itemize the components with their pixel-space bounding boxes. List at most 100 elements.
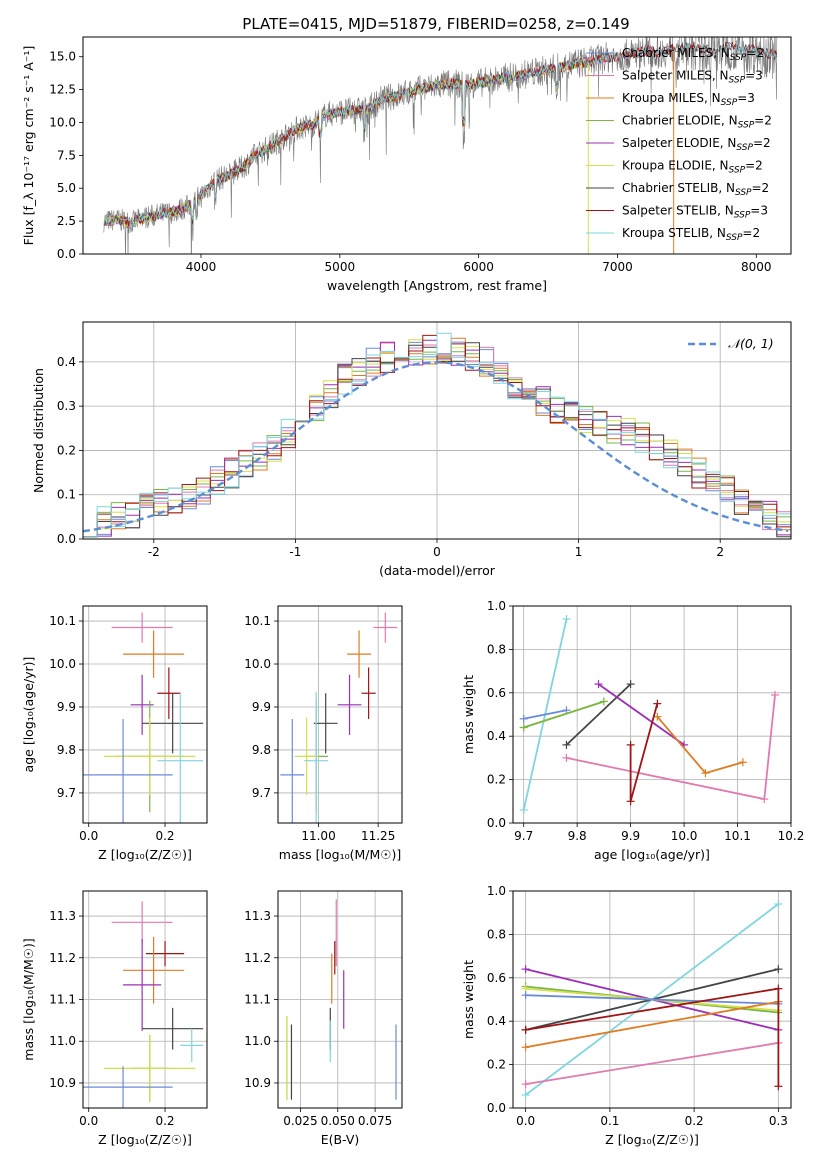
weight-line-salpeter-miles [566,694,776,801]
y-tick-label: 0.4 [487,1014,506,1028]
y-axis-label: age [log₁₀(age/yr)] [21,657,36,773]
axes-frame [512,605,792,824]
x-tick-label: 7000 [602,260,633,274]
errorbar-point [280,719,305,823]
model-spectrum-kroupa-miles [103,45,673,228]
weight-marker [562,740,571,749]
y-tick-label: 10.0 [49,115,76,129]
x-tick-label: 10.0 [671,829,698,843]
legend-entry: Kroupa STELIB, NSSP=2 [622,226,760,243]
weight-marker [738,758,747,767]
x-tick-label: 0 [433,545,441,559]
weight-marker [562,615,571,624]
weight-marker [760,795,769,804]
y-tick-label: 9.7 [252,786,271,800]
weight-marker [701,769,710,778]
x-axis-label: (data-model)/error [379,563,496,578]
weight-marker [519,723,528,732]
x-tick-label: 10.1 [724,829,751,843]
x-tick-label: 5000 [325,260,356,274]
plot-area [103,37,778,254]
y-tick-label: 9.8 [252,743,271,757]
y-tick-label: 11.1 [49,993,76,1007]
legend-entry: Salpeter STELIB, NSSP=3 [622,204,768,221]
errorbar-point [83,719,173,823]
weight-line-kroupa-miles [525,1000,779,1049]
errorbar-point [103,717,196,796]
x-tick-label: -2 [148,545,160,559]
errorbar-point [111,612,173,643]
axes-frame [277,605,403,824]
weight-marker [594,680,603,689]
errorbar-point [361,667,376,720]
weight-marker [626,740,635,749]
legend-entry: Chabrier STELIB, NSSP=2 [622,181,769,198]
axes-frame-group: 0.0 0.2 9.7 9.8 9.9 10.0 10.1 Z [log₁₀(Z/Z☉)] ag… [21,605,208,862]
y-tick-label: 0.4 [487,729,506,743]
weight-marker [521,1043,530,1052]
y-tick-label: 10.0 [49,657,76,671]
mass-vs-ebv-panel: 0.025 0.050 0.075 10.9 11.0 11.1 11.2 11.3 E(B-V… [244,890,403,1147]
x-tick-label: 2 [716,545,724,559]
weight-marker [774,984,783,993]
x-axis-label: Z [log₁₀(Z/Z☉)] [98,1132,192,1147]
x-axis-label: E(B-V) [321,1132,360,1147]
weight-marker [774,965,783,974]
errorbar-point [142,1007,204,1050]
axes-frame [82,605,208,824]
axes-frame-group: 0.025 0.050 0.075 10.9 11.0 11.1 11.2 11.3 E(B-V… [244,890,403,1147]
weight-marker [521,1025,530,1034]
weight-marker [774,900,783,909]
x-tick-label: 0.075 [358,1114,392,1128]
figure-title: PLATE=0415, MJD=51879, FIBERID=0258, z=0… [242,15,629,33]
weight-marker [653,712,662,721]
errorbar-point [180,1028,204,1063]
errorbar-point [103,1034,196,1102]
x-tick-label: 1 [575,545,583,559]
plot-area [286,899,397,1100]
legend-entry: Salpeter ELODIE, NSSP=2 [622,136,771,153]
errorbar-point [123,938,162,1031]
x-tick-label: 0.0 [79,829,98,843]
y-tick-label: 10.1 [244,614,271,628]
weight-marker [774,1082,783,1091]
y-tick-label: 0.3 [57,399,76,413]
x-tick-label: 0.0 [516,1114,535,1128]
weight-vs-age-panel: 9.7 9.8 9.9 10.0 10.1 10.2 0.0 0.2 0.4 0.6 0.8 1.0 a… [461,599,804,862]
x-axis-label: Z [log₁₀(Z/Z☉)] [605,1132,699,1147]
model-spectrum-chabrier-miles [103,44,673,227]
legend-entry: Chabrier ELODIE, NSSP=2 [622,114,772,131]
y-tick-label: 0.0 [57,247,76,261]
weight-marker [521,1080,530,1089]
residual-histogram-kroupa-stelib [83,332,791,538]
x-axis-label: age [log₁₀(age/yr)] [594,847,710,862]
y-tick-label: 11.2 [49,951,76,965]
errorbar-point [337,674,362,735]
axes-frame-group: 0.0 0.2 10.9 11.0 11.1 11.2 11.3 Z [log₁₀(Z/Z☉)… [21,890,208,1147]
plot-area [83,332,791,538]
weight-line-chabrier-elodie [523,700,605,729]
axes-frame [82,36,792,255]
y-tick-label: 12.5 [49,83,76,97]
weight-line-chabrier-miles [525,994,779,1005]
y-tick-label: 2.5 [57,214,76,228]
x-tick-label: 0.2 [685,1114,704,1128]
errorbar-point [294,717,319,796]
axes-frame [512,890,792,1109]
y-tick-label: 9.8 [57,743,76,757]
x-tick-label: 11.25 [361,829,395,843]
weight-line-salpeter-miles [525,1042,779,1085]
errorbar-point [157,691,204,823]
y-tick-label: 0.0 [487,816,506,830]
y-tick-label: 5.0 [57,181,76,195]
axes-frame-group: 9.7 9.8 9.9 10.0 10.1 10.2 0.0 0.2 0.4 0.6 0.8 1.0 a… [461,599,804,862]
mass-vs-metallicity-panel: 0.0 0.2 10.9 11.0 11.1 11.2 11.3 Z [log₁₀(Z/Z☉)… [21,890,208,1147]
weight-marker [521,1090,530,1099]
axes-frame-group: -2 -1 0 1 2 0.0 0.1 0.2 0.3 0.4 (data-model)/error… [31,321,792,578]
errorbar-point [123,936,185,1004]
x-axis-label: wavelength [Angstrom, rest frame] [327,278,547,293]
y-axis-label: mass weight [461,675,476,754]
weight-marker [599,697,608,706]
spectrum-legend: Chabrier MILES, NSSP=2 Salpeter MILES, NS… [586,46,772,243]
